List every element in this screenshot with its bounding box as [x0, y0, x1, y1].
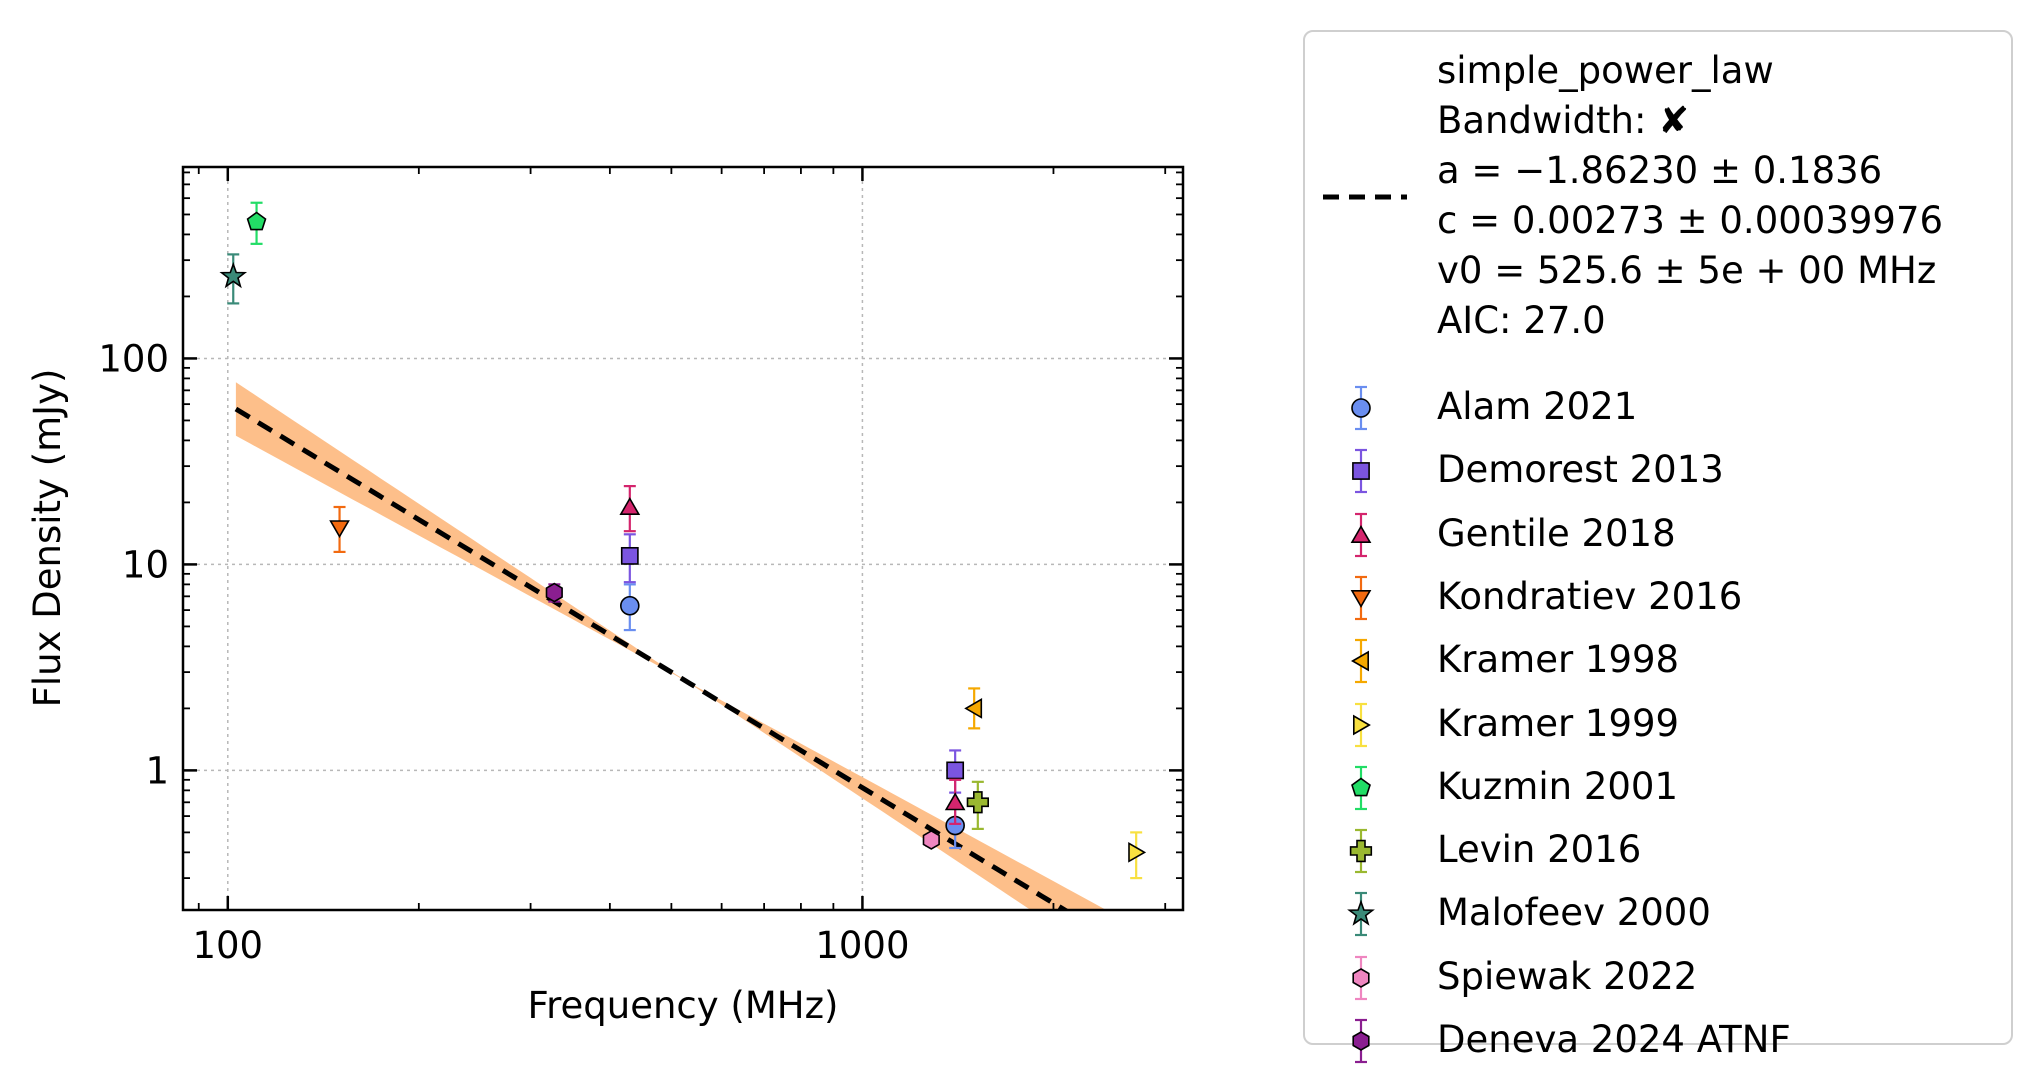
legend-item: Deneva 2024 ATNF — [1305, 1010, 2005, 1072]
series-kramer-1998 — [964, 687, 983, 730]
legend-marker-plus — [1349, 828, 1373, 874]
legend-item: Kondratiev 2016 — [1305, 567, 2005, 629]
legend-item: Gentile 2018 — [1305, 504, 2005, 566]
legend-marker-circle — [1351, 385, 1371, 431]
data-point — [922, 829, 940, 850]
axis-ticks: 100 1000 1 10 100 — [98, 167, 1183, 967]
series-gentile-2018 — [619, 485, 966, 825]
fit-line-swatch — [1323, 194, 1407, 200]
legend-item: Spiewak 2022 — [1305, 947, 2005, 1009]
data-point — [966, 791, 990, 814]
legend-marker-hexagon — [1352, 1018, 1370, 1064]
series-kondratiev-2016 — [329, 505, 350, 554]
legend-marker-pentagon — [1351, 765, 1371, 810]
legend-item: Kuzmin 2001 — [1305, 757, 2005, 819]
fit-line — [234, 406, 1070, 910]
legend-label: Deneva 2024 ATNF — [1437, 1018, 1791, 1061]
fit-param-v0: v0 = 525.6 ± 5e + 00 MHz — [1437, 249, 1937, 292]
legend-item: Demorest 2013 — [1305, 440, 2005, 502]
x-axis-label: Frequency (MHz) — [528, 984, 839, 1027]
legend-label: Alam 2021 — [1437, 385, 1638, 428]
legend-item: Levin 2016 — [1305, 820, 2005, 882]
fit-param-a: a = −1.86230 ± 0.1836 — [1437, 149, 1883, 192]
flux-density-chart: 100 1000 1 10 100 Frequency (MHz) Flux Densi… — [26, 165, 1185, 1027]
legend-label: Kuzmin 2001 — [1437, 764, 1678, 808]
y-axis-label: Flux Density (mJy) — [26, 369, 69, 708]
fit-param-c: c = 0.00273 ± 0.00039976 — [1437, 199, 1944, 242]
series-spiewak-2022 — [922, 829, 940, 850]
fit-bandwidth: Bandwidth: ✘ — [1437, 99, 1690, 142]
legend-label: Gentile 2018 — [1437, 511, 1676, 555]
legend-label: Kramer 1998 — [1437, 638, 1680, 682]
series-deneva-2024-atnf — [545, 582, 563, 603]
legend-marker — [1349, 839, 1373, 863]
legend-marker — [1350, 589, 1372, 608]
legend: simple_power_law Bandwidth: ✘ a = −1.862… — [1303, 30, 2013, 1064]
legend-label: Malofeev 2000 — [1437, 891, 1711, 935]
legend-label: Spiewak 2022 — [1437, 954, 1698, 998]
legend-item: Malofeev 2000 — [1305, 883, 2005, 945]
data-point — [1128, 842, 1147, 863]
fit-layer — [234, 382, 1107, 910]
legend-label: Kondratiev 2016 — [1437, 574, 1743, 618]
legend-marker-triangle-up — [1350, 512, 1372, 557]
data-point — [219, 261, 248, 289]
legend-item: Kramer 1998 — [1305, 630, 2005, 692]
fit-aic: AIC: 27.0 — [1437, 299, 1606, 342]
legend-item: Kramer 1999 — [1305, 694, 2005, 756]
y-tick-label: 10 — [122, 543, 169, 586]
fit-uncertainty-band — [235, 382, 1107, 910]
data-point — [946, 761, 965, 780]
legend-item: Alam 2021 — [1305, 377, 2005, 439]
legend-marker — [1350, 524, 1372, 543]
series-malofeev-2000 — [219, 253, 248, 305]
legend-marker — [1351, 777, 1371, 797]
data-point — [246, 211, 267, 231]
y-tick-label: 100 — [98, 337, 169, 380]
data-point — [619, 496, 641, 516]
legend-marker-triangle-right — [1352, 702, 1371, 747]
legend-label: Levin 2016 — [1437, 828, 1642, 872]
data-point — [944, 792, 966, 811]
legend-marker — [1352, 967, 1370, 988]
legend-marker-triangle-left — [1350, 639, 1370, 684]
legend-marker — [1347, 899, 1375, 927]
legend-marker-triangle-down — [1350, 575, 1372, 620]
legend-label: Demorest 2013 — [1437, 448, 1724, 492]
legend-marker-star — [1347, 892, 1375, 937]
y-tick-label: 1 — [145, 749, 169, 792]
legend-marker-square — [1352, 449, 1370, 494]
series-kramer-1999 — [1128, 831, 1147, 880]
legend-label: Kramer 1999 — [1437, 701, 1680, 745]
legend-marker-hexagon — [1352, 955, 1370, 1000]
grid-lines — [183, 167, 1183, 910]
series-kuzmin-2001 — [246, 201, 267, 245]
data-point — [620, 595, 640, 616]
x-tick-label: 100 — [192, 924, 263, 967]
data-points — [219, 201, 1147, 880]
legend-marker — [1352, 714, 1371, 735]
plot-frame — [181, 165, 1185, 912]
data-point — [964, 698, 983, 719]
series-levin-2016 — [966, 780, 990, 830]
data-point — [620, 546, 639, 565]
legend-marker — [1352, 462, 1370, 481]
legend-marker — [1350, 650, 1370, 672]
fit-summary: simple_power_law Bandwidth: ✘ a = −1.862… — [1437, 46, 1943, 346]
legend-marker — [1351, 398, 1371, 418]
data-point — [545, 582, 563, 603]
legend-marker — [1352, 1031, 1370, 1051]
data-point — [329, 520, 350, 539]
series-demorest-2013 — [620, 533, 965, 794]
x-tick-label: 1000 — [815, 924, 909, 967]
fit-model-name: simple_power_law — [1437, 49, 1774, 92]
